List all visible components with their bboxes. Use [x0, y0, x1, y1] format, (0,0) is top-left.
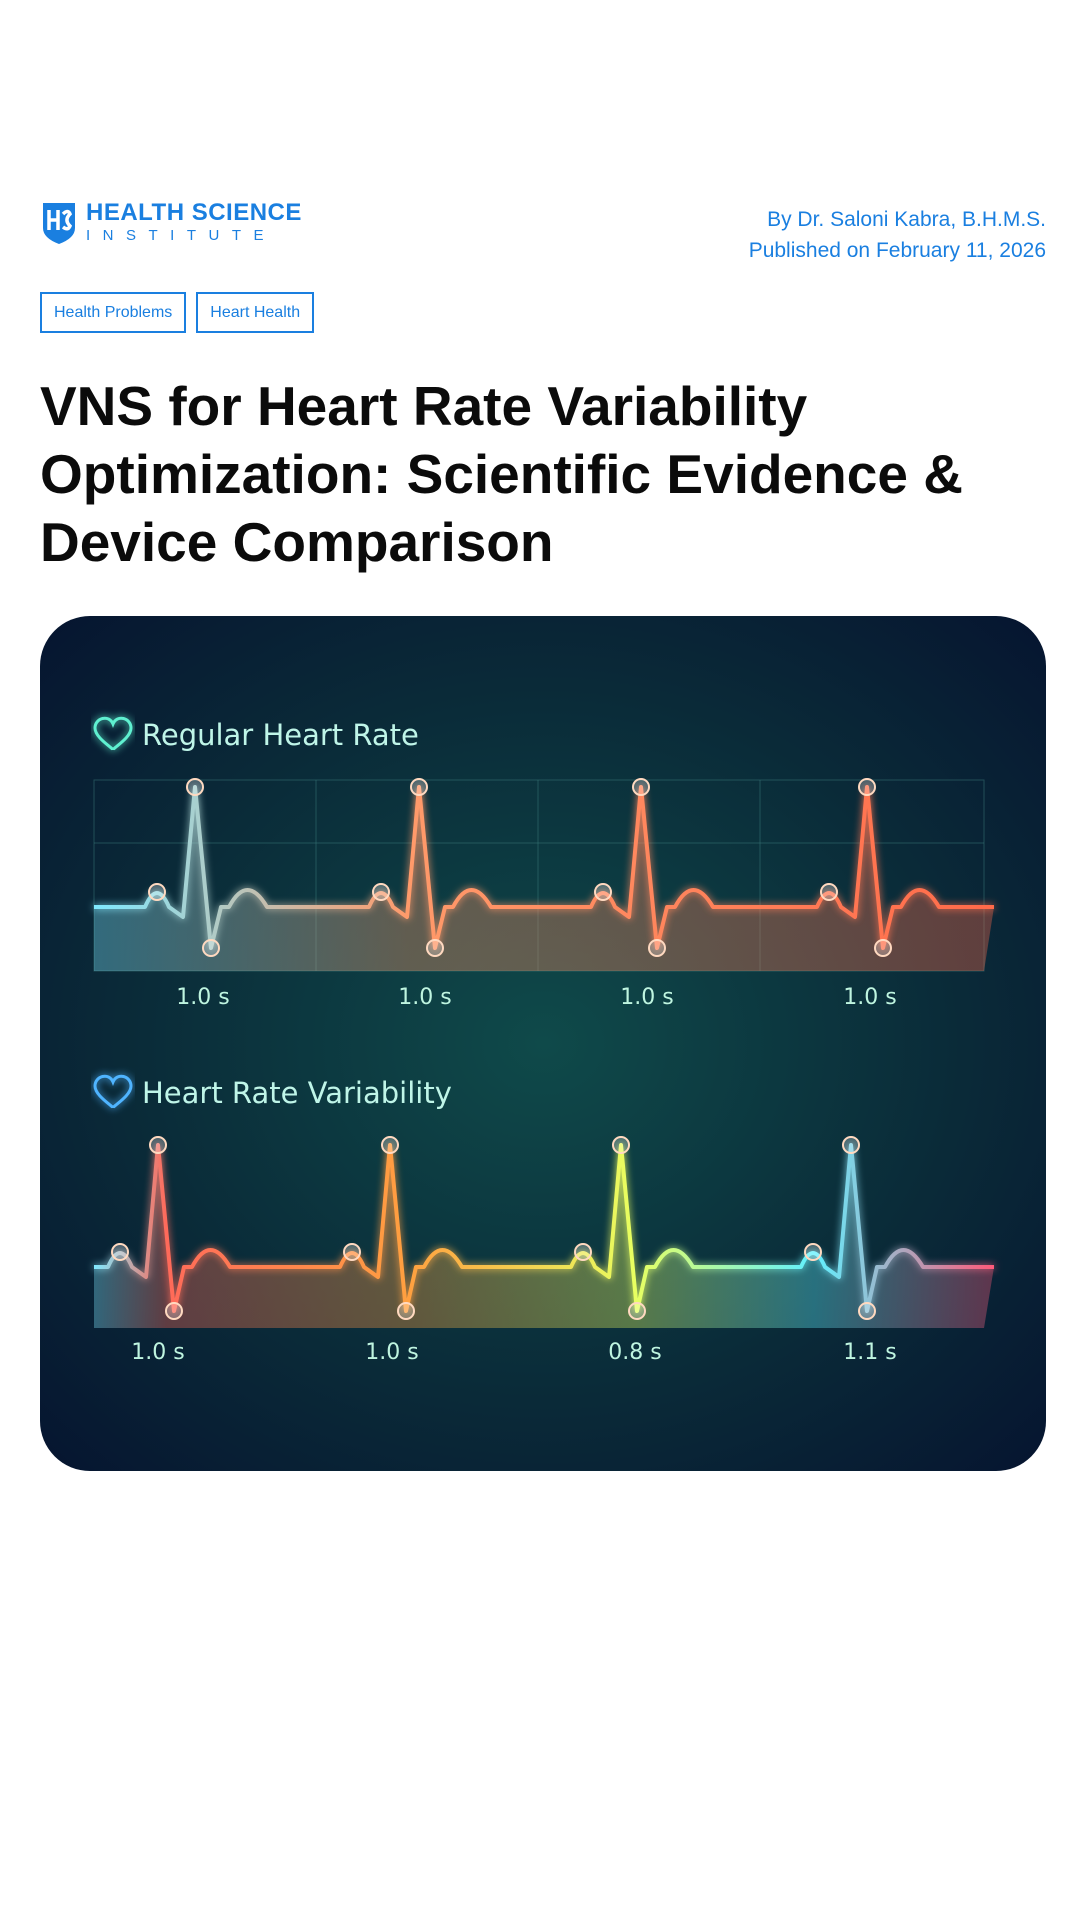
panel-title: Heart Rate Variability: [142, 1076, 452, 1110]
peak-marker: [574, 1243, 592, 1261]
logo-sub: INSTITUTE: [86, 227, 276, 244]
peak-marker: [381, 1136, 399, 1154]
interval-label: 1.0 s: [365, 1340, 418, 1365]
logo-name: HEALTH SCIENCE: [86, 199, 302, 226]
peak-marker: [343, 1243, 361, 1261]
card-bg: [40, 616, 1046, 1471]
article-title: VNS for Heart Rate Variability Optimizat…: [40, 375, 963, 573]
peak-marker: [858, 778, 876, 796]
peak-marker: [397, 1302, 415, 1320]
tag-list: Health Problems Heart Health: [40, 292, 315, 333]
interval-label: 1.0 s: [398, 985, 451, 1010]
interval-label: 1.0 s: [620, 985, 673, 1010]
tag[interactable]: Heart Health: [196, 292, 315, 333]
peak-marker: [202, 939, 220, 957]
panel-title: Regular Heart Rate: [142, 718, 419, 752]
logo-text: HEALTH SCIENCE INSTITUTE: [86, 200, 302, 246]
interval-label: 1.0 s: [843, 985, 896, 1010]
peak-marker: [804, 1243, 822, 1261]
waveform: [94, 785, 994, 950]
byline-block: By Dr. Saloni Kabra, B.H.M.S. Published …: [749, 204, 1046, 266]
publish-date: Published on February 11, 2026: [748, 239, 1046, 262]
peak-marker: [594, 883, 612, 901]
peak-marker: [820, 883, 838, 901]
peak-marker: [410, 778, 428, 796]
heart-icon: [93, 716, 133, 751]
illustration: Regular Heart Rate 1.0 s 1.0 s 1.0 s 1.0 s He…: [40, 616, 1046, 1471]
author[interactable]: By Dr. Saloni Kabra, B.H.M.S.: [767, 208, 1046, 231]
peak-marker: [874, 939, 892, 957]
interval-label: 1.1 s: [843, 1340, 896, 1365]
heart-icon: [93, 1074, 133, 1109]
interval-label: 1.0 s: [131, 1340, 184, 1365]
peak-marker: [148, 883, 166, 901]
tag[interactable]: Health Problems: [40, 292, 187, 333]
peak-marker: [648, 939, 666, 957]
waveform: [94, 1143, 994, 1313]
peak-marker: [842, 1136, 860, 1154]
peak-marker: [372, 883, 390, 901]
peak-marker: [612, 1136, 630, 1154]
logo[interactable]: HEALTH SCIENCE INSTITUTE: [40, 200, 302, 246]
waveform-area: [94, 1145, 994, 1328]
interval-label: 1.0 s: [176, 985, 229, 1010]
peak-marker: [632, 778, 650, 796]
peak-marker: [426, 939, 444, 957]
peak-marker: [186, 778, 204, 796]
peak-marker: [858, 1302, 876, 1320]
peak-marker: [149, 1136, 167, 1154]
peak-marker: [111, 1243, 129, 1261]
interval-label: 0.8 s: [608, 1340, 661, 1365]
waveform-area: [94, 787, 994, 971]
peak-marker: [628, 1302, 646, 1320]
peak-marker: [165, 1302, 183, 1320]
logo-icon: [43, 203, 75, 244]
